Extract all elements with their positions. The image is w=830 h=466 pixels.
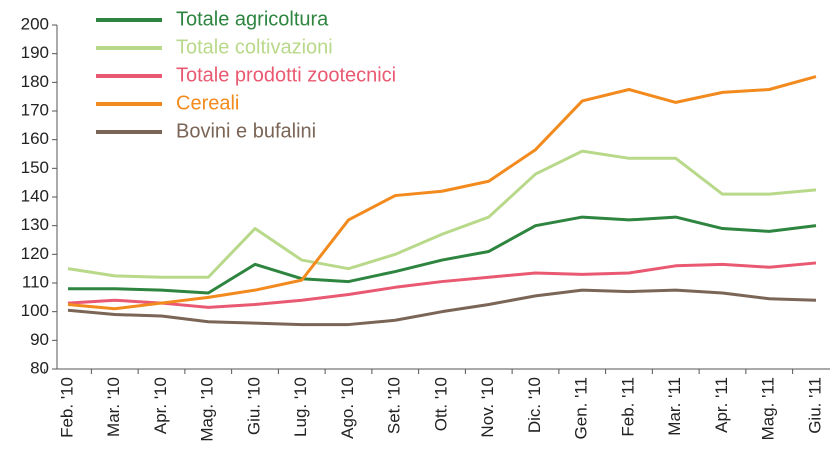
x-tick-label: Ott. '10 [431,377,450,431]
legend-label: Totale prodotti zootecnici [176,64,396,86]
series-line [67,261,817,309]
y-tick-label: 150 [21,158,49,177]
legend-label: Cereali [176,92,239,114]
x-tick-label: Mar. '10 [104,377,123,437]
legend-label: Bovini e bufalini [176,120,316,142]
y-tick-label: 190 [21,43,49,62]
y-tick-label: 200 [21,14,49,33]
y-tick-label: 100 [21,301,49,320]
y-tick-label: 140 [21,186,49,205]
x-tick-label: Mar. '11 [665,377,684,436]
y-tick-label: 90 [30,330,49,349]
series-line [67,75,817,311]
x-tick-label: Dic. '10 [525,377,544,433]
y-tick-label: 130 [21,215,49,234]
y-tick-label: 120 [21,244,49,263]
x-tick-label: Feb. '10 [57,377,76,438]
x-tick-label: Set. '10 [385,377,404,434]
x-tick-label: Nov. '10 [478,377,497,438]
x-tick-label: Lug. '10 [291,377,310,437]
x-tick-label: Apr. '10 [151,377,170,434]
series-line [67,288,817,327]
series-line [68,215,817,295]
y-tick-label: 80 [30,358,49,377]
x-tick-label: Giu. '10 [244,377,263,435]
y-tick-label: 170 [21,100,49,119]
y-tick-label: 160 [21,129,49,148]
y-tick-label: 180 [21,72,49,91]
series-line [67,149,817,279]
x-tick-label: Gen. '11 [572,377,591,439]
x-tick-label: Mag. '10 [198,377,217,442]
x-tick-label: Mag. '11 [759,377,778,440]
y-tick-label: 110 [22,272,49,291]
legend-label: Totale agricoltura [176,8,329,30]
x-tick-label: Apr. '11 [712,377,731,433]
x-tick-label: Ago. '10 [338,377,357,439]
legend-label: Totale coltivazioni [176,36,333,58]
x-tick-label: Feb. '11 [618,377,637,437]
x-tick-label: Giu. '11 [805,377,824,434]
